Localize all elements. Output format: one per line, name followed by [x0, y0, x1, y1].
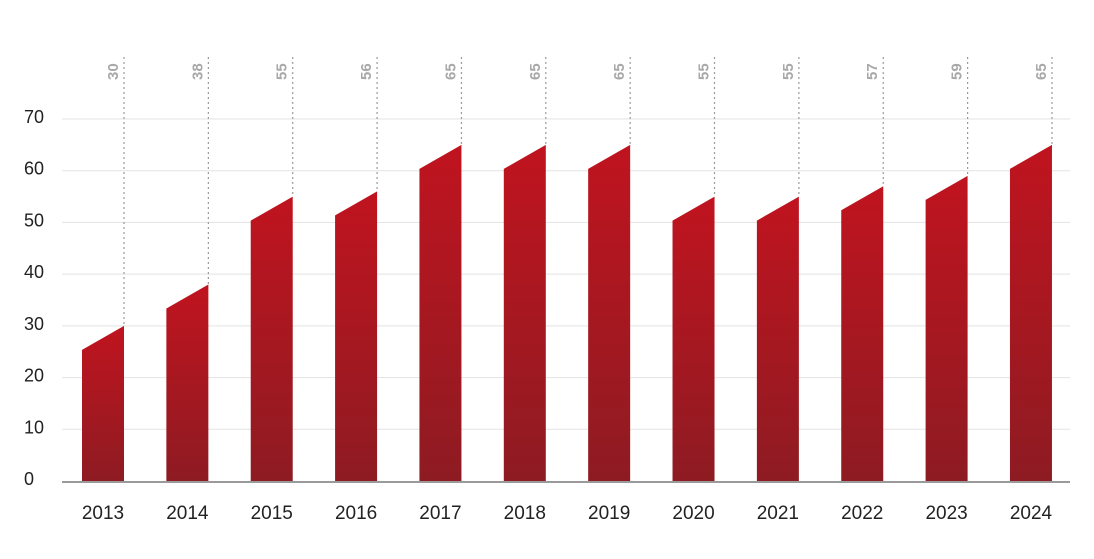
x-tick-label: 2015 — [251, 503, 293, 524]
bar-2020 — [672, 196, 715, 482]
data-label-2015: 55 — [274, 63, 291, 80]
y-tick-label: 60 — [24, 159, 44, 179]
bar-2013 — [82, 325, 124, 481]
y-tick-label: 40 — [24, 262, 44, 282]
data-label-2014: 38 — [189, 63, 206, 80]
x-tick-label: 2016 — [335, 503, 377, 524]
y-tick-label: 30 — [24, 314, 44, 334]
bar-2022 — [841, 186, 884, 481]
y-tick-label: 0 — [24, 469, 34, 489]
bar-2018 — [503, 144, 546, 481]
x-tick-label: 2023 — [925, 503, 967, 524]
y-tick-label: 70 — [24, 107, 44, 127]
data-label-2016: 56 — [358, 63, 375, 80]
data-label-2024: 65 — [1033, 63, 1050, 80]
bar-2023 — [925, 175, 968, 481]
y-tick-label: 10 — [24, 417, 44, 437]
bar-2019 — [588, 144, 631, 481]
bar-2017 — [419, 144, 462, 481]
bar-2021 — [756, 196, 799, 482]
x-tick-label: 2021 — [757, 503, 799, 524]
x-tick-label: 2019 — [588, 503, 630, 524]
bar-2014 — [166, 284, 209, 481]
x-tick-label: 2024 — [1010, 503, 1053, 524]
data-label-2021: 55 — [780, 63, 797, 80]
x-axis: 2013 2014 2015 2016 2017 2018 2019 2020 2021 2022… — [82, 503, 1053, 524]
data-label-2023: 59 — [949, 63, 966, 80]
data-label-2013: 30 — [105, 63, 122, 80]
y-tick-label: 50 — [24, 210, 44, 230]
x-tick-label: 2017 — [419, 503, 461, 524]
data-labels: 30 38 55 56 65 65 65 55 55 57 59 65 — [105, 63, 1050, 80]
data-label-2022: 57 — [864, 63, 881, 80]
data-label-2020: 55 — [696, 63, 713, 80]
bar-2015 — [250, 196, 293, 482]
x-tick-label: 2020 — [672, 503, 714, 524]
gridlines — [62, 118, 1070, 430]
bar-2016 — [335, 191, 378, 481]
y-axis: 0 10 20 30 40 50 60 70 — [24, 107, 44, 489]
bars — [82, 144, 1052, 482]
x-tick-label: 2013 — [82, 503, 124, 524]
bar-2024 — [1009, 144, 1052, 481]
value-guides — [123, 57, 1053, 326]
y-tick-label: 20 — [24, 366, 44, 386]
x-tick-label: 2014 — [166, 503, 209, 524]
data-label-2018: 65 — [527, 63, 544, 80]
data-label-2017: 65 — [442, 63, 459, 80]
x-tick-label: 2018 — [504, 503, 546, 524]
data-label-2019: 65 — [611, 63, 628, 80]
x-tick-label: 2022 — [841, 503, 883, 524]
